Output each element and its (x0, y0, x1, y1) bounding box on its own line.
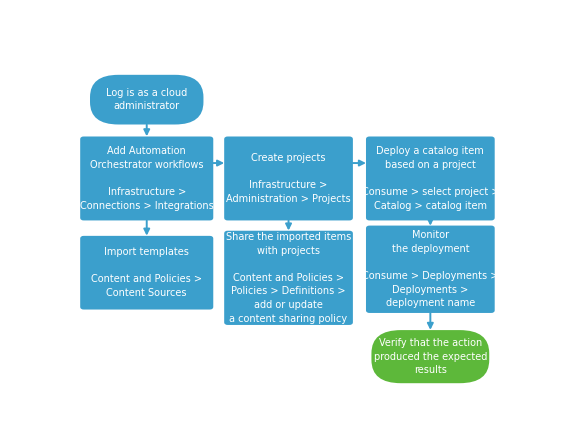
FancyBboxPatch shape (224, 137, 353, 220)
Text: Monitor
the deployment

Consume > Deployments >
Deployments >
deployment name: Monitor the deployment Consume > Deploym… (362, 230, 498, 308)
Text: Create projects

Infrastructure >
Administration > Projects: Create projects Infrastructure > Adminis… (226, 153, 351, 204)
FancyBboxPatch shape (224, 231, 353, 325)
Text: Add Automation
Orchestrator workflows

Infrastructure >
Connections > Integratio: Add Automation Orchestrator workflows In… (80, 146, 213, 210)
FancyBboxPatch shape (372, 330, 489, 383)
Text: Deploy a catalog item
based on a project

Consume > select project >
Catalog > c: Deploy a catalog item based on a project… (361, 146, 499, 210)
Text: Log is as a cloud
administrator: Log is as a cloud administrator (106, 88, 187, 111)
FancyBboxPatch shape (90, 75, 203, 125)
FancyBboxPatch shape (366, 226, 495, 313)
FancyBboxPatch shape (80, 137, 213, 220)
FancyBboxPatch shape (366, 137, 495, 220)
FancyBboxPatch shape (80, 236, 213, 310)
Text: Verify that the action
produced the expected
results: Verify that the action produced the expe… (374, 338, 487, 375)
Text: Share the imported items
with projects

Content and Policies >
Policies > Defini: Share the imported items with projects C… (226, 232, 351, 324)
Text: Import templates

Content and Policies >
Content Sources: Import templates Content and Policies > … (91, 247, 202, 298)
